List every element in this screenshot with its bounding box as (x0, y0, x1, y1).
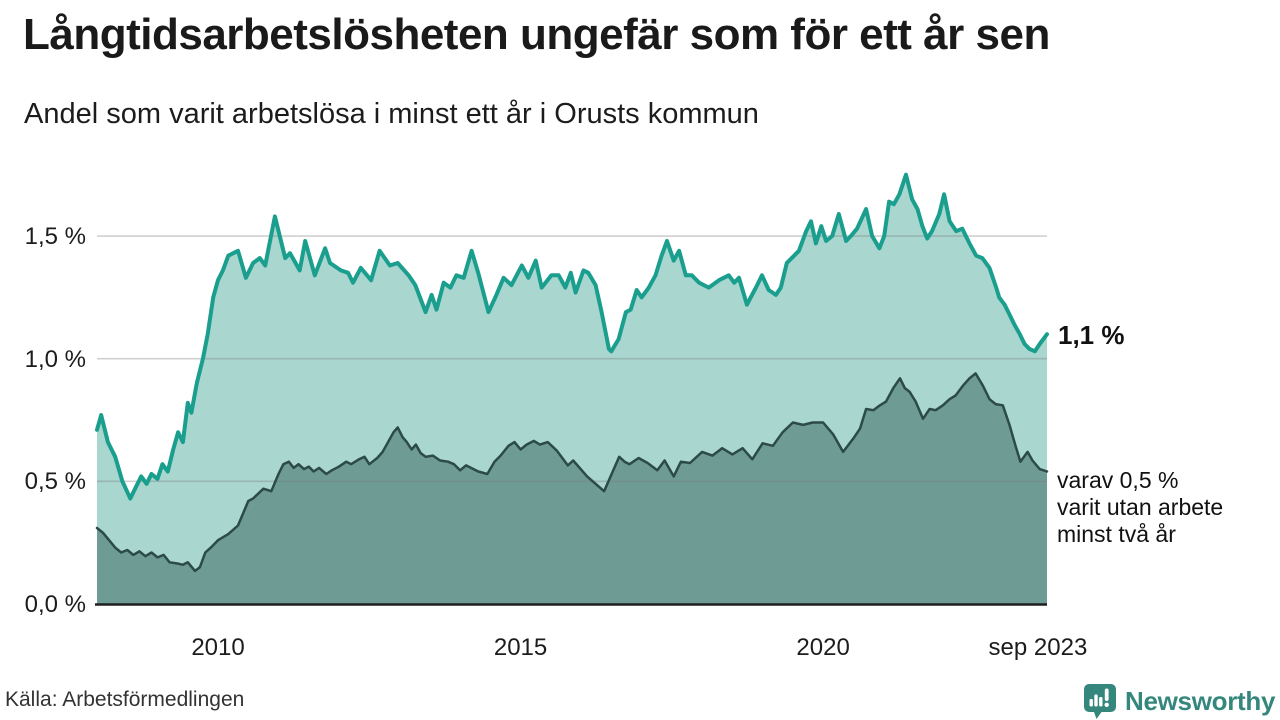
two-year-annotation-line: varav 0,5 % (1057, 467, 1179, 493)
gridlines (97, 235, 1047, 483)
source-credit: Källa: Arbetsförmedlingen (5, 688, 245, 711)
newsworthy-icon (1084, 684, 1116, 719)
y-tick-label: 1,0 % (24, 345, 86, 373)
series-two-plus-line (95, 372, 1049, 573)
y-tick-label: 0,0 % (24, 591, 86, 618)
series-total-line (95, 172, 1049, 501)
latest-value-annotation: 1,1 % (1058, 320, 1125, 350)
newsworthy-logo: Newsworthy (1083, 682, 1275, 720)
x-tick-label: 2010 (191, 634, 245, 661)
y-tick-label: 1,5 % (24, 223, 86, 251)
x-tick-label: 2015 (493, 634, 548, 661)
two-year-annotation-line: minst två år (1057, 521, 1176, 547)
x-tick-label: sep 2023 (988, 634, 1088, 661)
two-year-annotation: varav 0,5 % varit utan arbete minst två … (1057, 467, 1223, 548)
y-tick-label: 0,5 % (24, 468, 86, 496)
newsworthy-wordmark: Newsworthy (1125, 685, 1276, 716)
two-year-annotation-line: varit utan arbete (1057, 494, 1224, 520)
series-two-plus-area (97, 373, 1047, 604)
page-title: Långtidsarbetslösheten ungefär som för e… (23, 10, 1050, 59)
page-subtitle: Andel som varit arbetslösa i minst ett å… (24, 98, 759, 130)
x-tick-label: 2020 (796, 634, 850, 661)
